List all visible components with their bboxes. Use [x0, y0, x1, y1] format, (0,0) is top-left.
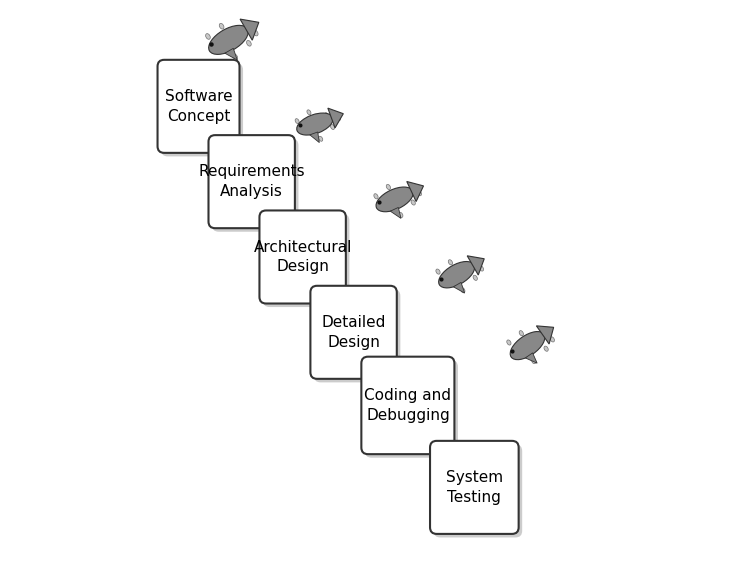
Ellipse shape	[538, 334, 542, 339]
Ellipse shape	[479, 266, 484, 271]
Ellipse shape	[442, 278, 446, 283]
Ellipse shape	[219, 24, 224, 29]
Text: System
Testing: System Testing	[446, 470, 503, 505]
Ellipse shape	[510, 332, 545, 359]
PathPatch shape	[353, 344, 384, 378]
Ellipse shape	[209, 25, 248, 54]
FancyBboxPatch shape	[158, 60, 239, 153]
Ellipse shape	[507, 340, 511, 345]
Polygon shape	[526, 353, 537, 363]
PathPatch shape	[257, 195, 280, 228]
Ellipse shape	[319, 137, 323, 141]
Polygon shape	[407, 181, 423, 202]
FancyBboxPatch shape	[208, 135, 295, 228]
Polygon shape	[328, 108, 343, 128]
Text: Requirements
Analysis: Requirements Analysis	[199, 164, 305, 199]
FancyBboxPatch shape	[161, 63, 243, 157]
PathPatch shape	[308, 270, 330, 304]
Ellipse shape	[380, 203, 384, 208]
Ellipse shape	[399, 213, 403, 218]
Ellipse shape	[467, 263, 471, 268]
Polygon shape	[310, 132, 319, 143]
Ellipse shape	[336, 116, 341, 120]
Ellipse shape	[301, 127, 305, 132]
PathPatch shape	[205, 119, 228, 153]
Polygon shape	[240, 19, 259, 40]
Ellipse shape	[461, 287, 465, 293]
Ellipse shape	[307, 110, 311, 115]
Ellipse shape	[205, 33, 210, 39]
Ellipse shape	[436, 269, 440, 274]
Ellipse shape	[374, 194, 378, 199]
Ellipse shape	[411, 200, 415, 205]
Text: Detailed
Design: Detailed Design	[322, 315, 386, 350]
Ellipse shape	[297, 113, 333, 135]
Ellipse shape	[531, 358, 536, 363]
Polygon shape	[390, 207, 401, 218]
Polygon shape	[225, 48, 237, 60]
Ellipse shape	[448, 260, 453, 265]
Ellipse shape	[325, 113, 329, 118]
Ellipse shape	[513, 349, 517, 354]
Ellipse shape	[233, 54, 238, 60]
Polygon shape	[453, 282, 464, 293]
Ellipse shape	[417, 191, 422, 196]
FancyBboxPatch shape	[263, 214, 350, 307]
FancyBboxPatch shape	[365, 360, 458, 458]
Ellipse shape	[439, 262, 475, 288]
Text: Software
Concept: Software Concept	[165, 89, 233, 124]
Ellipse shape	[544, 346, 548, 351]
Ellipse shape	[473, 275, 478, 281]
Ellipse shape	[295, 119, 299, 124]
Ellipse shape	[376, 187, 413, 212]
FancyBboxPatch shape	[434, 445, 522, 537]
FancyBboxPatch shape	[361, 357, 454, 454]
Ellipse shape	[519, 331, 523, 336]
FancyBboxPatch shape	[430, 441, 519, 534]
Ellipse shape	[213, 44, 217, 50]
FancyBboxPatch shape	[314, 289, 400, 382]
Ellipse shape	[386, 184, 391, 190]
Ellipse shape	[405, 188, 409, 192]
Polygon shape	[467, 256, 484, 275]
Text: Architectural
Design: Architectural Design	[253, 240, 352, 274]
Ellipse shape	[330, 124, 335, 130]
Ellipse shape	[551, 337, 554, 342]
Ellipse shape	[247, 40, 251, 46]
FancyBboxPatch shape	[311, 286, 397, 379]
PathPatch shape	[424, 423, 448, 455]
Polygon shape	[537, 326, 553, 344]
FancyBboxPatch shape	[260, 210, 346, 304]
Ellipse shape	[240, 27, 244, 32]
Text: Coding and
Debugging: Coding and Debugging	[364, 388, 451, 423]
Ellipse shape	[253, 30, 258, 36]
FancyBboxPatch shape	[212, 139, 298, 232]
